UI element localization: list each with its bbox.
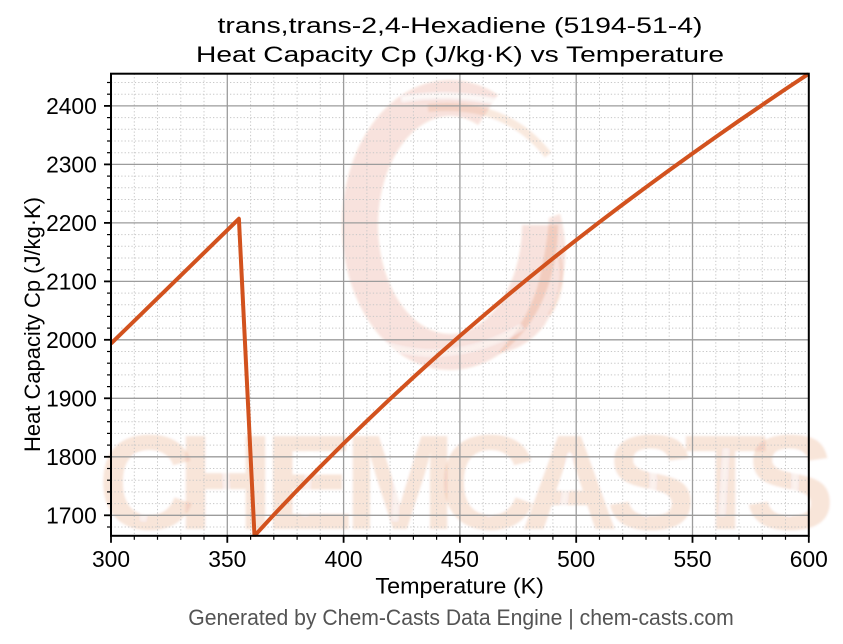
svg-text:S: S (606, 407, 696, 558)
svg-text:Temperature (K): Temperature (K) (375, 574, 544, 599)
svg-text:2000: 2000 (46, 327, 97, 353)
svg-text:300: 300 (92, 546, 130, 572)
svg-text:M: M (344, 407, 456, 558)
svg-text:2300: 2300 (46, 152, 97, 178)
svg-text:2100: 2100 (46, 269, 97, 295)
svg-text:1800: 1800 (46, 444, 97, 470)
svg-text:600: 600 (790, 546, 828, 572)
svg-text:550: 550 (673, 546, 711, 572)
svg-text:1900: 1900 (46, 386, 97, 412)
svg-text:Generated by Chem-Casts Data E: Generated by Chem-Casts Data Engine | ch… (188, 605, 734, 630)
svg-text:S: S (745, 407, 835, 558)
svg-text:trans,trans-2,4-Hexadiene (519: trans,trans-2,4-Hexadiene (5194-51-4) (218, 13, 703, 38)
svg-text:A: A (521, 407, 619, 558)
svg-text:450: 450 (441, 546, 479, 572)
svg-text:C: C (98, 407, 196, 558)
svg-text:500: 500 (557, 546, 595, 572)
svg-text:2200: 2200 (46, 210, 97, 236)
svg-text:350: 350 (208, 546, 246, 572)
svg-text:2400: 2400 (46, 93, 97, 119)
svg-text:1700: 1700 (46, 503, 97, 529)
svg-text:Heat Capacity Cp (J/kg·K): Heat Capacity Cp (J/kg·K) (20, 197, 45, 452)
svg-text:400: 400 (325, 546, 363, 572)
svg-text:C: C (439, 407, 537, 558)
svg-text:Heat Capacity Cp (J/kg·K) vs T: Heat Capacity Cp (J/kg·K) vs Temperature (196, 42, 724, 67)
